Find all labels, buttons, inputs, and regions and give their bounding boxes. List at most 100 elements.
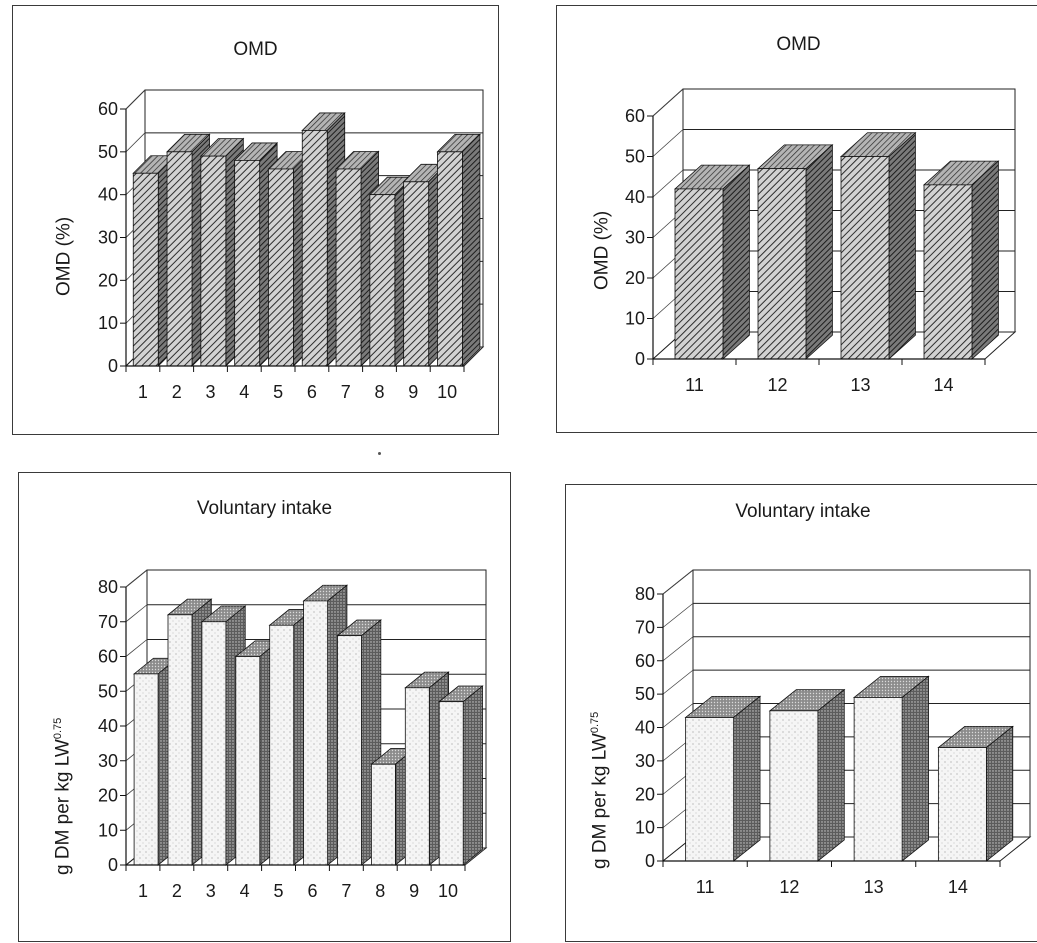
bar-front xyxy=(403,181,430,367)
y-tick-label: 50 xyxy=(625,147,645,167)
x-tick-label: 9 xyxy=(409,881,419,901)
y-tick-label: 0 xyxy=(108,855,118,875)
bar-side xyxy=(817,688,845,862)
bar xyxy=(756,143,834,360)
x-tick-label: 8 xyxy=(375,881,385,901)
x-tick-label: 1 xyxy=(138,382,148,402)
bar-front xyxy=(268,168,294,367)
bar-front xyxy=(337,635,362,866)
chart-title: OMD xyxy=(776,34,821,55)
x-tick-label: 4 xyxy=(240,881,250,901)
stray-dot xyxy=(378,452,381,455)
y-tick-label: 30 xyxy=(625,228,645,248)
bar-front xyxy=(853,697,903,862)
x-tick-label: 9 xyxy=(408,382,418,402)
x-tick-label: 10 xyxy=(438,881,458,901)
bar-front xyxy=(167,614,193,866)
x-tick-label: 2 xyxy=(172,382,182,402)
y-tick-label: 20 xyxy=(98,786,118,806)
x-tick-label: 11 xyxy=(685,375,704,395)
x-tick-label: 1 xyxy=(138,881,148,901)
bar-front xyxy=(923,184,973,360)
y-tick-label: 10 xyxy=(635,818,655,838)
x-tick-label: 7 xyxy=(341,382,351,402)
y-tick-label: 30 xyxy=(98,751,118,771)
y-tick-label: 50 xyxy=(98,142,118,162)
x-tick-label: 13 xyxy=(850,375,870,395)
y-tick-label: 70 xyxy=(635,617,655,637)
y-tick-label: 30 xyxy=(635,751,655,771)
x-tick-label: 3 xyxy=(205,382,215,402)
y-tick-label: 50 xyxy=(635,684,655,704)
y-tick-label: 40 xyxy=(98,716,118,736)
y-tick-label: 0 xyxy=(645,851,655,871)
bar-front xyxy=(937,747,987,862)
gridline-side xyxy=(662,636,694,662)
bar-front xyxy=(132,172,159,367)
omd-chart-panel-1: OMD OMD (%) 0 10 20 30 40 50 60 1 2 3 4 5 6 7 8 9 10 xyxy=(12,5,499,435)
y-tick-label: 60 xyxy=(98,99,118,119)
bar-front xyxy=(166,151,193,367)
gridline-side xyxy=(125,89,146,110)
bar-front xyxy=(303,600,329,866)
intake-chart-panel-1: Voluntary intake g DM per kg LW0.75 0 10 2… xyxy=(18,472,511,942)
bar-front xyxy=(404,687,430,866)
x-tick-label: 6 xyxy=(307,382,317,402)
gridline-side xyxy=(652,129,684,157)
y-tick-label: 60 xyxy=(98,647,118,667)
x-tick-label: 6 xyxy=(307,881,317,901)
x-tick-label: 3 xyxy=(206,881,216,901)
bar-front xyxy=(437,151,463,367)
bar xyxy=(922,160,1000,360)
bar-front xyxy=(674,188,724,360)
bar-front xyxy=(301,130,328,367)
y-tick-label: 40 xyxy=(98,185,118,205)
bar-side xyxy=(733,695,761,862)
y-tick-label: 70 xyxy=(98,612,118,632)
bar xyxy=(839,131,917,360)
gridline-side xyxy=(662,703,694,728)
bar-front xyxy=(769,710,819,862)
bar xyxy=(436,133,481,367)
bar-front xyxy=(685,717,735,862)
x-tick-label: 4 xyxy=(239,382,249,402)
y-tick-label: 10 xyxy=(625,309,645,329)
y-tick-label: 0 xyxy=(108,356,118,376)
bar xyxy=(937,725,1014,862)
gridline-side xyxy=(125,132,146,153)
y-tick-label: 20 xyxy=(98,270,118,290)
y-tick-label: 10 xyxy=(98,313,118,333)
gridline-side xyxy=(662,569,694,595)
bar-side xyxy=(985,725,1014,862)
y-tick-label: 20 xyxy=(635,784,655,804)
gridline-side xyxy=(652,88,684,117)
x-tick-label: 13 xyxy=(864,877,884,897)
gridline-side xyxy=(125,639,148,657)
bar-front xyxy=(335,168,362,367)
gridline-side xyxy=(662,603,694,628)
gridline-side xyxy=(662,669,694,695)
intake-chart-1: 0 10 20 30 40 50 60 70 80 1 2 3 4 5 6 7 8 9 10 xyxy=(98,569,488,901)
x-tick-label: 5 xyxy=(273,382,283,402)
chart-title: Voluntary intake xyxy=(196,498,333,519)
bar xyxy=(166,598,213,866)
y-tick-label: 80 xyxy=(98,577,118,597)
x-tick-label: 2 xyxy=(172,881,182,901)
bar-front xyxy=(201,621,227,866)
omd-chart-panel-2: OMD OMD (%) 0 10 20 30 40 50 60 11 12 13 14 xyxy=(556,5,1037,433)
bar-front xyxy=(234,159,261,367)
bar-front xyxy=(269,624,295,866)
y-tick-label: 30 xyxy=(98,228,118,248)
y-tick-label: 0 xyxy=(635,349,645,369)
bar xyxy=(673,164,751,360)
y-tick-label: 20 xyxy=(625,268,645,288)
gridline-side xyxy=(125,569,148,588)
chart-title: OMD xyxy=(233,39,278,60)
x-tick-label: 5 xyxy=(274,881,284,901)
y-tick-label: 60 xyxy=(625,106,645,126)
bar xyxy=(768,688,846,862)
bar-side xyxy=(462,685,483,866)
bar-side xyxy=(722,164,750,360)
bar-side xyxy=(462,133,481,367)
intake-chart-panel-4: Voluntary intake g DM per kg LW0.75 0 10 2… xyxy=(565,484,1037,942)
